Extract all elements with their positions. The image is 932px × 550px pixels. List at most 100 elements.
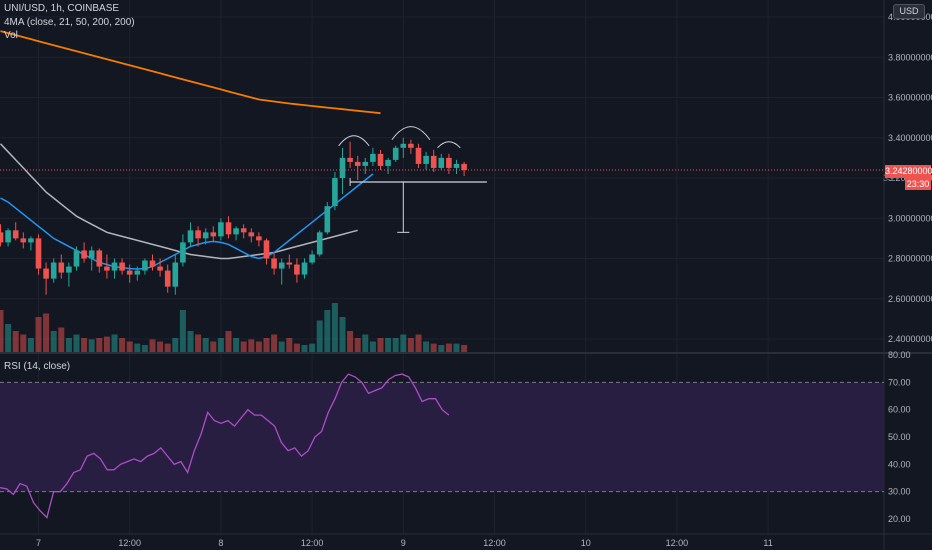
- candle-body: [20, 238, 27, 243]
- candle: [316, 230, 323, 257]
- candle: [347, 141, 353, 168]
- volume-bar: [65, 338, 72, 352]
- candle-body: [104, 266, 110, 271]
- volume-bar: [385, 338, 392, 352]
- time-tick-label: 10: [581, 538, 591, 548]
- rsi-tick-label: 30.00: [888, 487, 911, 497]
- candle: [5, 228, 11, 247]
- candle: [12, 222, 19, 241]
- candle-body: [294, 264, 300, 275]
- volume-bar: [407, 338, 414, 352]
- candle: [58, 254, 65, 279]
- ma-50-line: [0, 143, 358, 260]
- candle-body: [339, 157, 346, 178]
- volume-bar: [202, 338, 209, 352]
- candle: [392, 145, 399, 162]
- candle-body: [164, 270, 171, 287]
- candle-body: [66, 266, 72, 273]
- candle: [210, 226, 217, 243]
- candle-body: [423, 155, 429, 164]
- candle: [88, 246, 95, 271]
- candle-body: [263, 240, 270, 259]
- candle-body: [332, 178, 338, 207]
- candle-body: [187, 230, 194, 243]
- time-tick-label: 12:00: [483, 538, 506, 548]
- volume-bar: [423, 341, 430, 352]
- candle: [271, 252, 277, 275]
- volume-bar: [339, 317, 346, 352]
- volume-bar: [119, 338, 126, 352]
- volume-bar: [164, 343, 171, 352]
- candle: [240, 224, 247, 239]
- head-arc: [391, 126, 431, 141]
- volume-bar: [134, 343, 141, 352]
- candle: [180, 234, 186, 267]
- price-tick-label: 2.60000000: [888, 294, 932, 304]
- candle-body: [248, 232, 255, 237]
- candle-body: [415, 147, 422, 164]
- candle-body: [385, 159, 391, 166]
- candle-body: [256, 236, 262, 241]
- candle-body: [96, 250, 103, 267]
- candle-body: [12, 230, 19, 239]
- volume-bar: [35, 317, 42, 352]
- candle: [263, 238, 270, 265]
- hidden-price-label: 3.200: [883, 173, 899, 183]
- ma-legend[interactable]: 4MA (close, 21, 50, 200, 200): [4, 17, 135, 28]
- candle: [423, 151, 429, 170]
- volume-bar: [286, 338, 293, 352]
- candle-body: [180, 242, 186, 263]
- candle: [134, 266, 141, 281]
- volume-bar: [461, 345, 468, 352]
- price-tick-label: 3.00000000: [888, 213, 932, 223]
- currency-badge[interactable]: USD: [893, 4, 925, 19]
- candle: [35, 234, 42, 275]
- candle: [50, 258, 57, 283]
- volume-bar: [324, 310, 331, 352]
- volume-bar: [347, 331, 354, 352]
- candle-body: [111, 262, 118, 271]
- volume-bar: [316, 320, 323, 352]
- volume-bar: [278, 341, 285, 352]
- volume-bar: [172, 338, 179, 352]
- candle: [164, 264, 171, 293]
- candle-body: [50, 262, 57, 279]
- candle: [73, 246, 80, 271]
- price-tick-label: 3.80000000: [888, 52, 932, 62]
- time-tick-label: 7: [36, 538, 41, 548]
- volume-legend[interactable]: Vol: [4, 30, 18, 41]
- candle: [104, 254, 110, 279]
- candle: [28, 236, 34, 251]
- volume-bar: [392, 338, 399, 352]
- volume-bar: [293, 343, 300, 352]
- volume-bar: [240, 341, 247, 352]
- volume-bar: [12, 331, 19, 352]
- candle: [81, 242, 87, 263]
- candle-body: [400, 143, 407, 148]
- candle: [20, 232, 27, 249]
- candle-body: [126, 270, 133, 275]
- candle: [286, 254, 293, 269]
- volume-bar: [179, 310, 186, 352]
- candle-body: [73, 250, 80, 267]
- candle-body: [461, 163, 467, 170]
- candle-body: [225, 222, 232, 235]
- candle-body: [81, 250, 87, 259]
- volume-bar: [58, 327, 65, 352]
- rsi-tick-label: 70.00: [888, 377, 911, 387]
- volume-bar: [195, 334, 202, 352]
- candle-body: [119, 262, 125, 271]
- volume-bar: [331, 303, 338, 352]
- time-tick-label: 12:00: [666, 538, 689, 548]
- candle-body: [370, 153, 376, 162]
- volume-bar: [415, 334, 422, 352]
- volume-bar: [111, 334, 118, 352]
- volume-bar: [96, 338, 103, 352]
- countdown-label: 23:30: [905, 178, 931, 190]
- candle-body: [446, 157, 452, 168]
- time-tick-label: 12:00: [301, 538, 324, 548]
- volume-bar: [141, 345, 148, 352]
- volume-bar: [5, 324, 12, 352]
- rsi-legend[interactable]: RSI (14, close): [4, 361, 71, 372]
